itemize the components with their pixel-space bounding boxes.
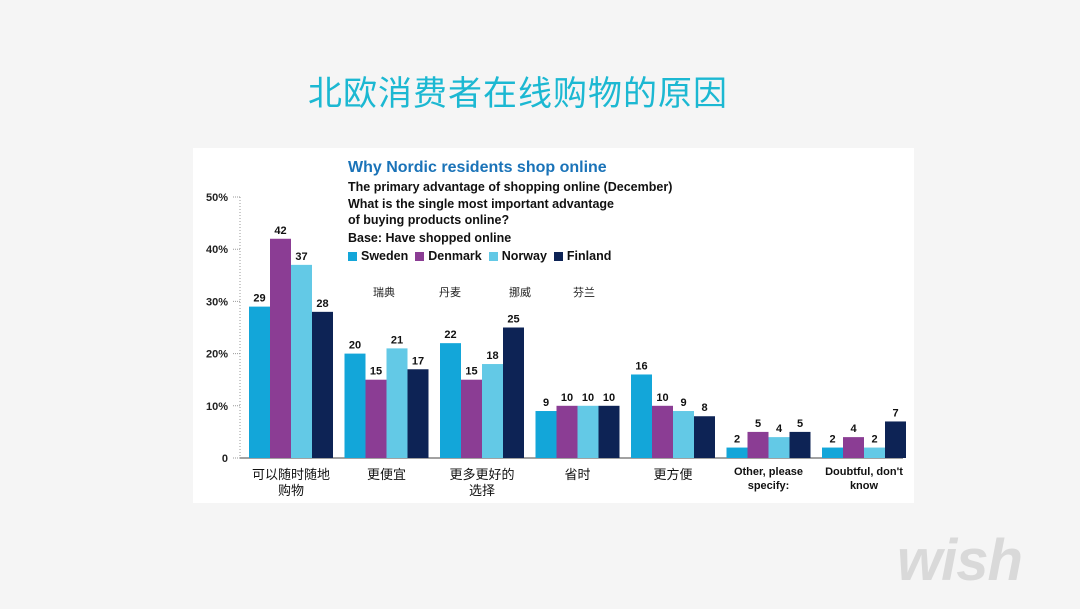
chart-legend: Sweden Denmark Norway Finland bbox=[348, 249, 611, 263]
category-label: 可以随时随地 bbox=[252, 468, 330, 483]
cn-legend-sweden: 瑞典 bbox=[373, 286, 395, 299]
bar-value-label: 15 bbox=[370, 366, 382, 378]
bar-value-label: 7 bbox=[892, 407, 898, 419]
legend-item-sweden: Sweden bbox=[348, 249, 408, 263]
bar bbox=[344, 353, 366, 458]
bar-value-label: 21 bbox=[391, 334, 403, 346]
bar-value-label: 2 bbox=[871, 434, 877, 446]
bar bbox=[365, 379, 387, 458]
bar-value-label: 8 bbox=[701, 402, 707, 414]
legend-swatch bbox=[415, 251, 425, 261]
bar bbox=[822, 447, 843, 458]
bar-value-label: 9 bbox=[680, 397, 686, 409]
bar bbox=[249, 306, 270, 458]
slide-title: 北欧消费者在线购物的原因 bbox=[308, 74, 728, 114]
bar bbox=[556, 405, 578, 458]
y-tick-label: 10% bbox=[206, 401, 228, 413]
bar-value-label: 9 bbox=[543, 397, 549, 409]
legend-swatch bbox=[553, 251, 563, 261]
bar-value-label: 5 bbox=[755, 418, 761, 430]
bar bbox=[885, 421, 906, 458]
bar-value-label: 22 bbox=[444, 329, 456, 341]
bar-value-label: 20 bbox=[349, 340, 361, 352]
bar-value-label: 25 bbox=[507, 314, 519, 326]
chart-subtitle-line-2: What is the single most important advant… bbox=[348, 197, 615, 211]
bar-value-label: 17 bbox=[412, 355, 424, 367]
legend-label: Finland bbox=[566, 249, 612, 263]
legend-label: Norway bbox=[501, 249, 547, 263]
bar-value-label: 16 bbox=[635, 360, 647, 372]
bar bbox=[461, 379, 482, 458]
bar-value-label: 10 bbox=[582, 392, 594, 404]
bar bbox=[694, 416, 715, 458]
legend-item-norway: Norway bbox=[488, 249, 547, 263]
chart-panel: 0 10% 20% 30% 40% 50% 29 42 37 28 可以随时随地 购物 20 15 21 17… bbox=[193, 148, 914, 503]
bar-value-label: 4 bbox=[776, 423, 783, 435]
bar bbox=[291, 264, 312, 458]
bar-value-label: 10 bbox=[656, 392, 668, 404]
bar-value-label: 10 bbox=[561, 392, 573, 404]
bar bbox=[726, 447, 748, 458]
chart-subtitle-line-3: of buying products online? bbox=[348, 213, 510, 227]
bar-value-label: 5 bbox=[797, 418, 803, 430]
category-label: Doubtful, don't bbox=[825, 466, 903, 478]
bar bbox=[747, 431, 769, 458]
bar bbox=[768, 437, 790, 458]
legend-label: Denmark bbox=[428, 249, 482, 263]
category-label: 更方便 bbox=[653, 467, 692, 483]
bar-value-label: 4 bbox=[850, 423, 857, 435]
legend-label: Sweden bbox=[361, 249, 409, 263]
legend-swatch bbox=[488, 251, 498, 261]
chart-title: Why Nordic residents shop online bbox=[348, 159, 607, 176]
bar bbox=[789, 431, 811, 458]
bar bbox=[482, 364, 503, 458]
category-label: 选择 bbox=[469, 484, 495, 499]
chart-base-note: Base: Have shopped online bbox=[348, 231, 512, 245]
y-tick-label: 30% bbox=[206, 296, 228, 308]
legend-item-finland: Finland bbox=[553, 249, 612, 263]
bar bbox=[407, 369, 429, 458]
y-tick-label: 40% bbox=[206, 244, 228, 256]
legend-swatch bbox=[348, 251, 357, 261]
chart-subtitle-line-1: The primary advantage of shopping online… bbox=[348, 180, 673, 194]
bar bbox=[270, 238, 291, 458]
legend-item-denmark: Denmark bbox=[415, 249, 482, 263]
wish-watermark-logo: wish bbox=[897, 528, 1023, 593]
category-label: 更便宜 bbox=[367, 468, 406, 483]
bar bbox=[673, 411, 694, 458]
category-label: know bbox=[850, 480, 879, 492]
bar-value-label: 10 bbox=[603, 392, 615, 404]
category-label: specify: bbox=[748, 480, 790, 492]
bar-value-label: 2 bbox=[734, 434, 740, 446]
category-label: 更多更好的 bbox=[449, 467, 514, 483]
bar bbox=[386, 348, 408, 458]
bar-value-label: 37 bbox=[295, 251, 307, 263]
bar bbox=[440, 343, 461, 458]
bar bbox=[577, 405, 599, 458]
cn-legend-norway: 挪威 bbox=[509, 286, 531, 299]
bar bbox=[631, 374, 652, 458]
bar bbox=[535, 411, 557, 458]
bar-value-label: 28 bbox=[316, 298, 328, 310]
cn-legend-finland: 芬兰 bbox=[573, 286, 595, 299]
cn-legend-denmark: 丹麦 bbox=[439, 286, 461, 299]
bar bbox=[843, 437, 864, 458]
bar-value-label: 29 bbox=[253, 293, 265, 305]
y-tick-label: 0 bbox=[222, 453, 228, 465]
category-label: Other, please bbox=[734, 466, 803, 478]
bar bbox=[312, 311, 333, 458]
bar-value-label: 42 bbox=[274, 225, 286, 237]
bar-chart: 010%20%30%40%50%29423728可以随时随地购物20152117… bbox=[206, 192, 906, 499]
y-tick-label: 20% bbox=[206, 349, 228, 361]
bar bbox=[864, 447, 885, 458]
bar-value-label: 15 bbox=[465, 366, 477, 378]
bar bbox=[652, 405, 673, 458]
bar-value-label: 2 bbox=[829, 434, 835, 446]
bar bbox=[503, 327, 524, 458]
category-label: 购物 bbox=[278, 483, 304, 499]
bar bbox=[598, 405, 620, 458]
y-tick-label: 50% bbox=[206, 192, 228, 204]
category-label: 省时 bbox=[564, 468, 590, 483]
bar-value-label: 18 bbox=[486, 350, 498, 362]
